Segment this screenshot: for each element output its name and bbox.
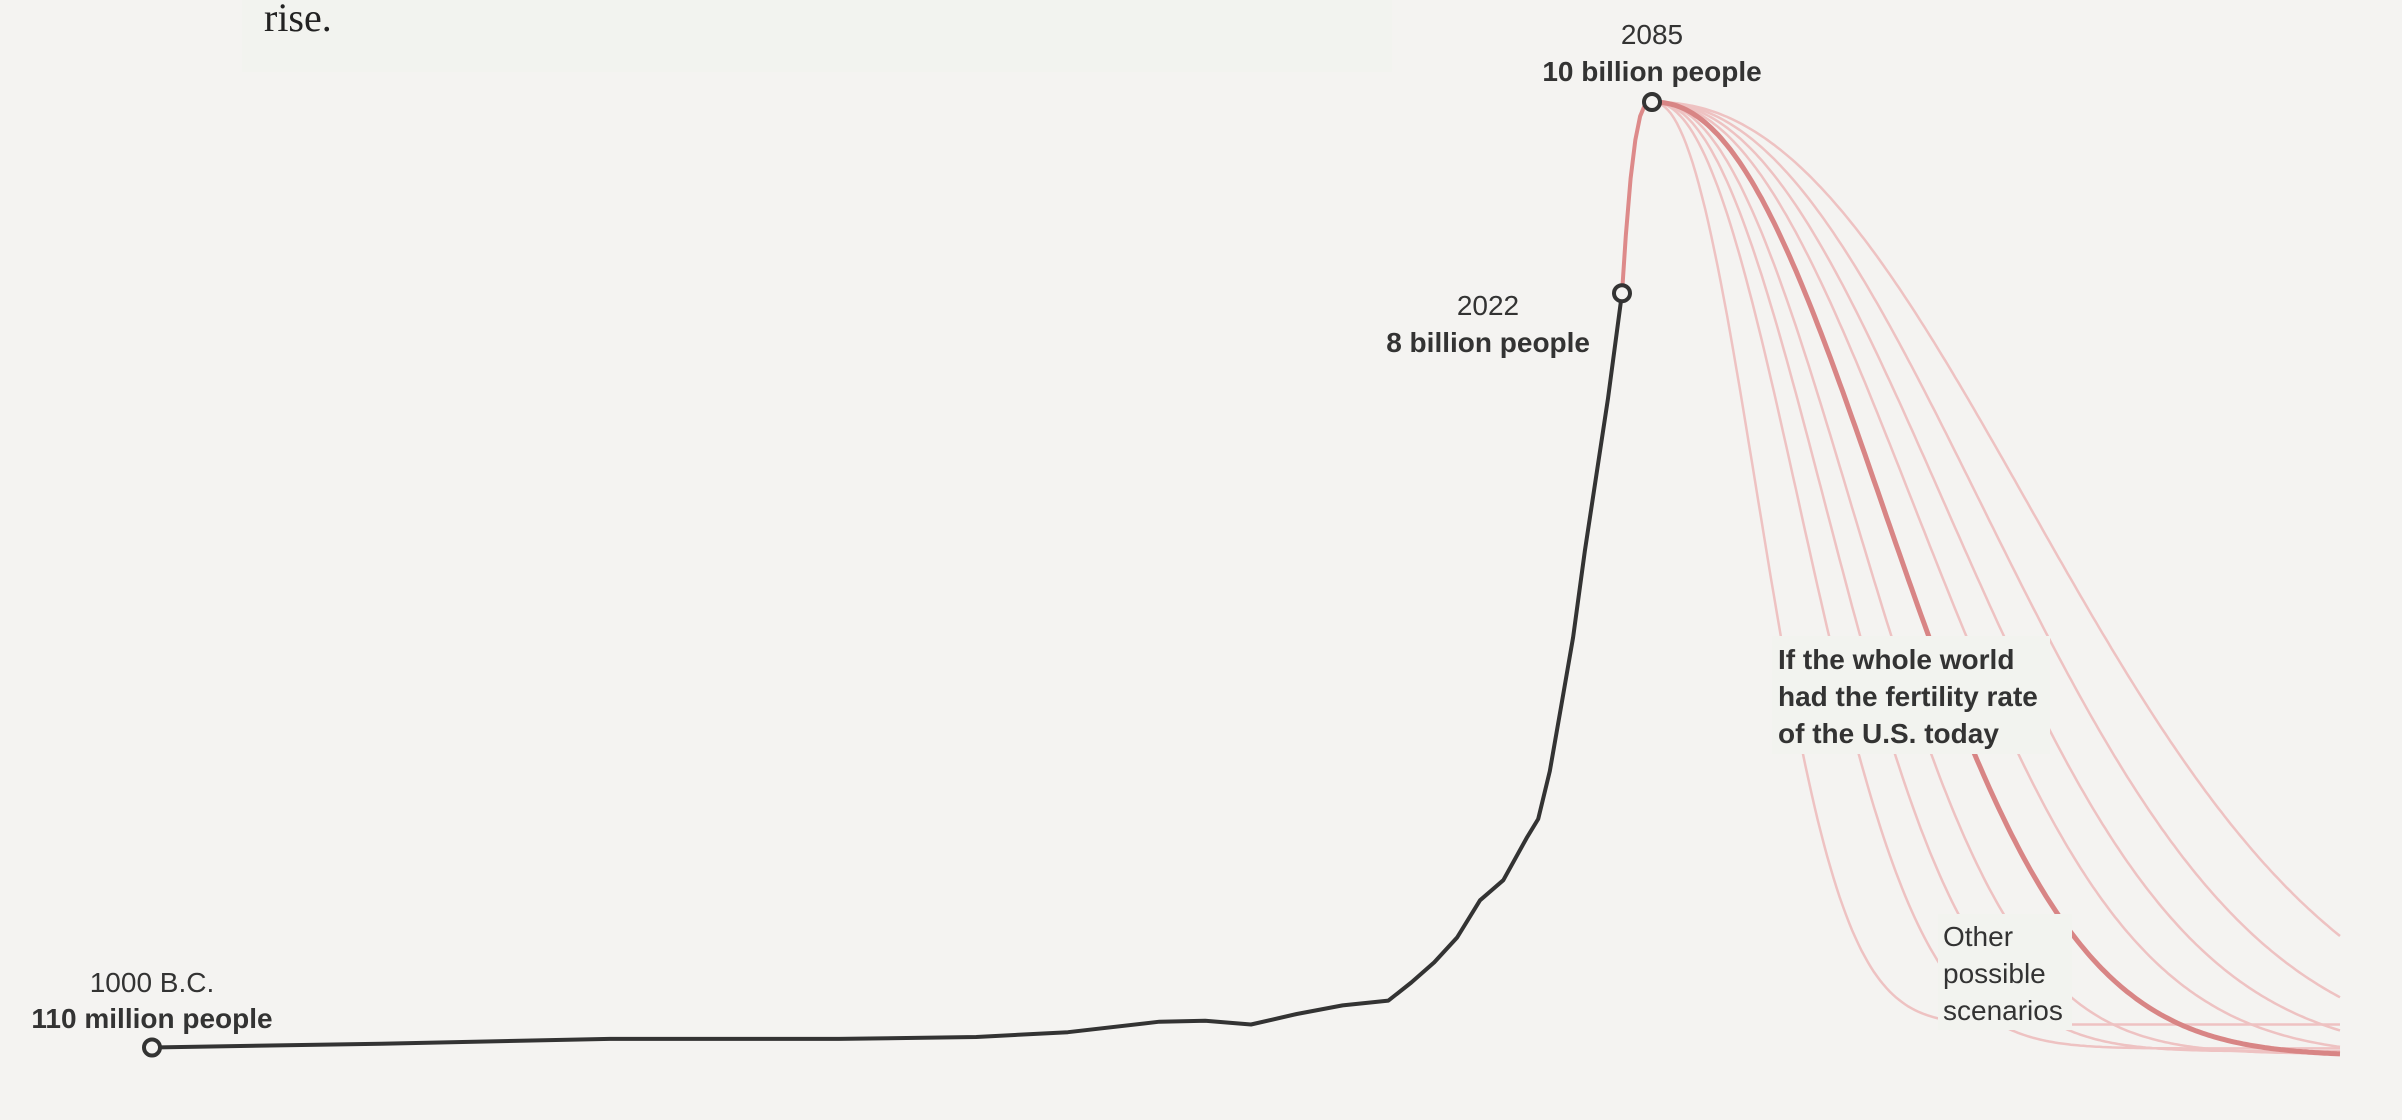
today-marker [1612, 283, 1632, 304]
peak-year-label: 2085 [1621, 19, 1683, 50]
other-scenario-line-6 [1652, 100, 2341, 1032]
start-population-label: 110 million people [31, 1003, 272, 1034]
main-lines [151, 100, 1652, 1050]
us-note-background [1772, 636, 2050, 754]
today-year-label: 2022 [1457, 290, 1519, 321]
other-scenario-line-4 [1651, 100, 2340, 1055]
peak-population-label: 10 billion people [1542, 56, 1761, 87]
other-scenario-line-8 [1652, 100, 2341, 937]
projection-line [1620, 100, 1652, 294]
us-note-line-2: had the fertility rate [1778, 681, 2038, 712]
start-annotation: 1000 B.C. 110 million people [31, 967, 272, 1034]
start-marker [142, 1037, 162, 1058]
today-annotation: 2022 8 billion people [1386, 290, 1590, 358]
intro-text: rise. [264, 0, 332, 40]
other-note-line-2: possible [1943, 958, 2046, 989]
intro-box [242, 0, 1392, 72]
other-note-background [1938, 914, 2072, 1030]
us-note-line-3: of the U.S. today [1778, 718, 1999, 749]
us-scenario-note: If the whole world had the fertility rat… [1772, 636, 2050, 754]
us-note-line-1: If the whole world [1778, 644, 2014, 675]
other-scenario-line-5 [1652, 100, 2341, 1049]
other-scenario-line-7 [1652, 100, 2341, 999]
markers [142, 92, 1662, 1058]
other-note-line-3: scenarios [1943, 995, 2063, 1026]
other-scenario-line-1 [1651, 100, 2340, 1026]
start-year-label: 1000 B.C. [90, 967, 215, 998]
today-population-label: 8 billion people [1386, 327, 1590, 358]
peak-annotation: 2085 10 billion people [1542, 19, 1761, 87]
other-scenario-line-3 [1651, 100, 2340, 1053]
peak-marker [1642, 92, 1662, 112]
us-fertility-scenario-line [1652, 99, 2341, 1057]
other-scenarios-note: Other possible scenarios [1938, 914, 2072, 1030]
other-note-line-1: Other [1943, 921, 2013, 952]
other-scenario-line-2 [1651, 100, 2340, 1050]
scenario-lines [1651, 99, 2341, 1057]
history-line [151, 292, 1624, 1050]
